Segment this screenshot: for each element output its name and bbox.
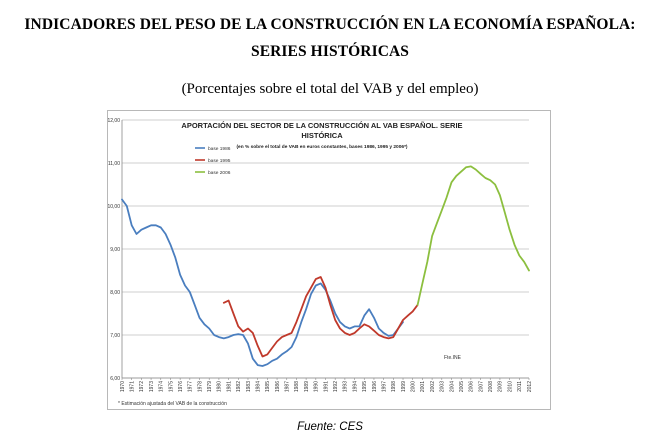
x-tick-label: 1972 [139,381,145,392]
x-tick-label: 1991 [323,381,329,392]
x-tick-label: 1971 [129,381,135,392]
series-line-base-1995 [222,276,419,358]
legend-label: base 2006 [208,170,231,176]
x-tick-label: 2005 [459,381,465,392]
x-tick-label: 1993 [343,381,349,392]
x-tick-label: 1996 [372,381,378,392]
x-tick-label: 1981 [226,381,232,392]
chart-source-note: Fte.INE [444,355,462,361]
y-tick-label: 6,00 [110,376,120,382]
x-tick-label: 1988 [294,381,300,392]
y-tick-label: 9,00 [110,247,120,253]
x-tick-label: 1973 [149,381,155,392]
x-tick-label: 1978 [197,381,203,392]
x-tick-label: 1975 [168,381,174,392]
x-tick-label: 2010 [507,381,513,392]
x-tick-label: 1984 [255,381,261,392]
x-tick-label: 2003 [440,381,446,392]
y-tick-label: 12,00 [108,118,120,124]
legend-label: base 1995 [208,158,231,164]
page-subtitle: (Porcentajes sobre el total del VAB y de… [181,81,479,97]
x-tick-label: 1999 [401,381,407,392]
chart-frame: 6,00 7,00 8,00 9,00 10,00 11,00 12,00 1970 1971 1… [107,110,551,410]
x-tick-label: 1979 [207,381,213,392]
x-tick-label: 1987 [285,381,291,392]
y-tick-label: 10,00 [108,204,120,210]
legend-label: base 1986 [208,146,231,152]
x-tick-label: 1976 [178,381,184,392]
x-tick-label: 1974 [159,381,165,392]
x-tick-label: 2002 [430,381,436,392]
y-tick-label: 7,00 [110,333,120,339]
x-tick-label: 1994 [352,381,358,392]
x-tick-label: 2011 [517,381,523,392]
x-tick-label: 2000 [411,381,417,392]
page-title-line2: SERIES HISTÓRICAS [250,43,410,60]
chart-subtitle: (en % sobre el total de VAB en euros con… [236,144,407,150]
y-tick-label: 8,00 [110,290,120,296]
x-tick-label: 1982 [236,381,242,392]
x-tick-label: 1980 [217,381,223,392]
x-tick-label: 1995 [362,381,368,392]
chart-footnote: * Estimación ajustada del VAB de la cons… [118,401,227,407]
x-tick-label: 2012 [527,381,533,392]
chart-svg: 6,00 7,00 8,00 9,00 10,00 11,00 12,00 1970 1971 1… [108,118,533,407]
x-tick-label: 2004 [449,381,455,392]
series-line-base-2006 [416,165,530,306]
x-tick-label: 2008 [488,381,494,392]
x-tick-label: 1977 [188,381,194,392]
x-tick-label: 1983 [246,381,252,392]
x-tick-label: 1998 [391,381,397,392]
x-tick-label: 1986 [275,381,281,392]
page-title-line1: INDICADORES DEL PESO DE LA CONSTRUCCIÓN … [24,16,636,33]
chart-title-line2: HISTÓRICA [301,131,343,140]
x-tick-label: 2009 [498,381,504,392]
chart-title-line1: APORTACIÓN DEL SECTOR DE LA CONSTRUCCIÓN… [181,121,462,130]
x-tick-label: 1985 [265,381,271,392]
x-tick-label: 2006 [469,381,475,392]
x-tick-label: 1990 [314,381,320,392]
x-tick-label: 1989 [304,381,310,392]
x-tick-label: 1992 [333,381,339,392]
y-tick-label: 11,00 [108,161,120,167]
source-caption: Fuente: CES [297,421,363,433]
x-tick-label: 1970 [120,381,126,392]
x-tick-label: 2007 [478,381,484,392]
x-tick-label: 1997 [381,381,387,392]
series-line-base-1986 [121,198,404,367]
x-tick-label: 2001 [420,381,426,392]
